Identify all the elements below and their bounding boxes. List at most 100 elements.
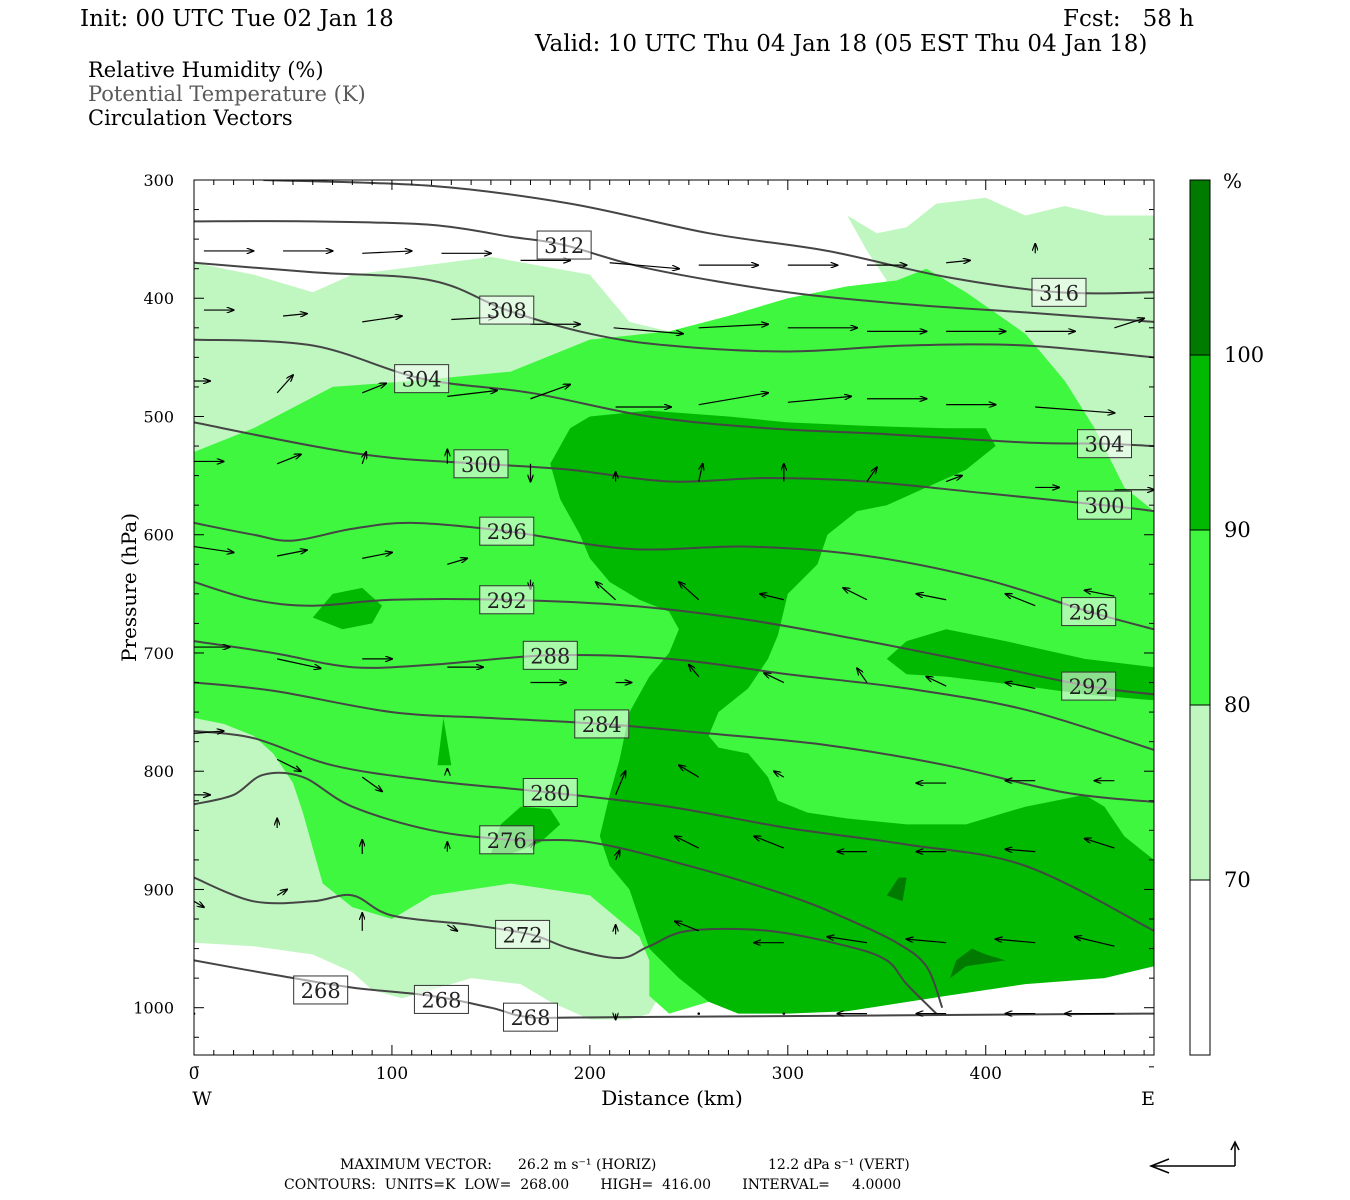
theta-contour-292: [194, 581, 1154, 696]
vector-56: [1006, 594, 1036, 607]
colorbar-band-90: [1189, 354, 1211, 531]
svg-text:296: 296: [487, 520, 527, 544]
svg-text:292: 292: [487, 589, 527, 613]
colorbar-band-100: [1189, 179, 1211, 356]
y-axis-label: Pressure (hPa): [117, 513, 141, 662]
vector-47: [277, 550, 307, 557]
rh-region-90-100: [312, 587, 382, 630]
svg-text:268: 268: [421, 988, 461, 1012]
vector-43: [945, 476, 962, 483]
vector-90: [1085, 839, 1115, 849]
contour-label-300: 300: [1077, 490, 1133, 520]
x-axis-label: Distance (km): [601, 1086, 743, 1110]
vector-69: [194, 731, 224, 733]
vector-98: [827, 937, 868, 944]
vector-74: [679, 765, 700, 778]
vector-17: [698, 324, 768, 329]
vector-22: [1114, 318, 1144, 329]
svg-text:268: 268: [301, 979, 341, 1003]
y-tick-label-400: 400: [143, 289, 174, 308]
vector-104: [697, 1012, 701, 1015]
vector-84: [616, 850, 620, 861]
svg-text:288: 288: [530, 644, 570, 668]
plot-frame: [193, 179, 1155, 1056]
x-tick-label-100: 100: [376, 1064, 408, 1084]
vector-94: [447, 924, 457, 931]
vector-30: [787, 396, 851, 403]
vector-92: [276, 889, 287, 896]
vector-75: [774, 771, 785, 778]
y-tick-label-700: 700: [143, 644, 174, 663]
circulation-vectors: [194, 244, 1154, 1020]
x-tick-label-400: 400: [970, 1064, 1002, 1084]
contour-label-304: 304: [394, 364, 450, 394]
vector-51: [596, 582, 617, 601]
valid-time: Valid: 10 UTC Thu 04 Jan 18 (05 EST Thu …: [535, 31, 1148, 57]
rh-shading: [194, 197, 1154, 1020]
svg-text:296: 296: [1069, 601, 1109, 625]
vector-5: [609, 262, 679, 269]
x-tick-label-300: 300: [772, 1064, 804, 1084]
reference-vector-icon: [1148, 1140, 1240, 1174]
contour-label-292: 292: [479, 585, 535, 615]
contour-label-296: 296: [1061, 597, 1117, 627]
vector-59: [277, 658, 321, 668]
svg-text:304: 304: [402, 368, 442, 392]
vector-16: [613, 327, 683, 334]
field-vectors-label: Circulation Vectors: [88, 106, 293, 130]
contour-info: CONTOURS: UNITS=K LOW= 268.00 HIGH= 416.…: [284, 1177, 902, 1193]
vector-99: [907, 939, 947, 944]
contour-label-272: 272: [495, 919, 551, 949]
vector-85: [675, 836, 700, 849]
vector-9: [946, 260, 970, 262]
theta-contour-296: [194, 521, 1154, 631]
y-tick-label-900: 900: [143, 880, 174, 899]
colorbar-label-70: 70: [1224, 868, 1251, 892]
vector-64: [689, 665, 700, 678]
colorbar-band-80: [1189, 529, 1211, 706]
vector-67: [926, 677, 947, 687]
vector-36: [362, 452, 366, 464]
contour-label-284: 284: [574, 709, 630, 739]
vector-46: [194, 545, 234, 553]
vector-71: [361, 776, 382, 791]
theta-contour-316: [263, 180, 1154, 295]
colorbar-label-90: 90: [1224, 518, 1251, 542]
rh-region-100+: [950, 948, 1006, 979]
contour-label-268: 268: [293, 975, 349, 1005]
colorbar-band-below: [1189, 879, 1211, 1056]
vector-105: [782, 1012, 786, 1015]
max-vector-horiz: 26.2 m s⁻¹ (HORIZ): [518, 1157, 657, 1173]
vector-96: [675, 921, 699, 932]
x-tick-label-200: 200: [574, 1064, 606, 1084]
svg-text:292: 292: [1069, 675, 1109, 699]
field-rh-label: Relative Humidity (%): [88, 58, 324, 82]
contour-label-268: 268: [413, 984, 469, 1014]
vector-91: [194, 900, 204, 907]
svg-text:284: 284: [582, 713, 622, 737]
contour-label-316: 316: [1031, 277, 1087, 307]
theta-contour-300: [194, 421, 1154, 513]
vector-55: [916, 594, 947, 601]
vector-65: [764, 673, 785, 684]
field-theta-label: Potential Temperature (K): [88, 82, 366, 106]
colorbar-label-80: 80: [1224, 693, 1251, 717]
svg-text:272: 272: [503, 923, 543, 947]
theta-contour-308: [194, 261, 1154, 359]
vector-54: [843, 588, 868, 601]
rh-region-90-100: [550, 410, 1154, 1014]
contour-label-268: 268: [502, 1002, 558, 1032]
vector-40: [698, 464, 703, 482]
vector-35: [276, 454, 301, 465]
contour-label-304: 304: [1077, 429, 1133, 459]
vector-53: [760, 594, 785, 601]
theta-contour-304: [194, 338, 1154, 447]
y-tick-label-800: 800: [143, 762, 174, 781]
colorbar-unit: %: [1223, 169, 1242, 193]
vector-70: [276, 758, 301, 771]
vector-33: [1035, 406, 1114, 413]
contour-label-288: 288: [522, 640, 578, 670]
contour-label-300: 300: [453, 449, 509, 479]
x-end-label-east: E: [1141, 1088, 1155, 1110]
